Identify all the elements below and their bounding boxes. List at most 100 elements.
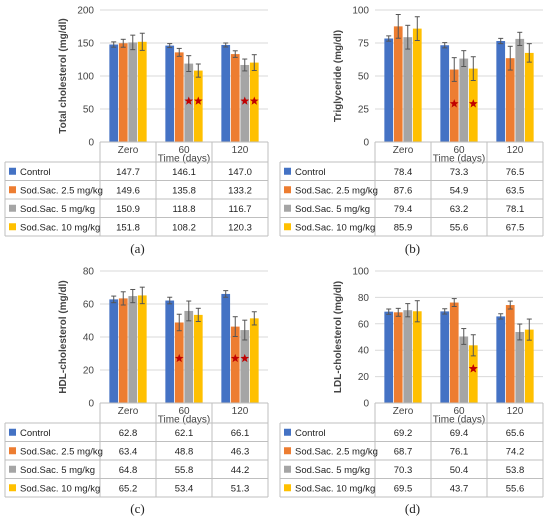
y-tick-label: 80 bbox=[358, 293, 370, 304]
legend-label: Sod.Sac. 2.5 mg/kg bbox=[295, 446, 378, 457]
significance-star-icon bbox=[174, 353, 184, 363]
bar bbox=[137, 295, 147, 403]
y-tick-label: 75 bbox=[358, 39, 370, 50]
bar bbox=[137, 41, 147, 143]
chart-svg: 0 20 40 60 80 100 LDL-cholesterol (mg/dl) Zero 6… bbox=[279, 267, 544, 498]
legend-label: Sod.Sac. 5 mg/kg bbox=[20, 204, 95, 215]
bar bbox=[412, 28, 422, 142]
legend-swatch bbox=[284, 186, 291, 194]
table-cell: 63.5 bbox=[506, 185, 525, 196]
table-cell: 147.7 bbox=[116, 167, 140, 178]
table-cell: 65.2 bbox=[119, 483, 138, 494]
chart-svg: 0 50 100 150 200 Total cholesterol (mg/dl) Zer… bbox=[4, 6, 269, 237]
significance-star-icon bbox=[193, 96, 203, 105]
bar bbox=[240, 64, 250, 142]
significance-star-icon bbox=[449, 99, 459, 108]
legend-swatch bbox=[9, 428, 16, 436]
y-tick-label: 20 bbox=[358, 372, 370, 383]
y-tick-label: 0 bbox=[363, 138, 369, 149]
significance-star-icon bbox=[249, 96, 259, 105]
significance-star-icon bbox=[468, 364, 478, 373]
table-cell: 62.8 bbox=[119, 428, 138, 439]
chart-panel-hdl-cholesterol: 0 20 40 60 80 HDL-cholesterol (mg/dl) Zero 60 12… bbox=[0, 261, 275, 521]
table-cell: 78.1 bbox=[506, 204, 525, 215]
y-tick-label: 60 bbox=[83, 300, 95, 311]
y-tick-label: 0 bbox=[88, 399, 94, 410]
y-tick-label: 50 bbox=[358, 72, 370, 83]
legend-swatch bbox=[9, 484, 16, 492]
bar bbox=[515, 331, 525, 403]
table-cell: 116.7 bbox=[228, 204, 251, 215]
bar bbox=[459, 58, 469, 142]
table-cell: 63.2 bbox=[450, 204, 469, 215]
y-tick-label: 50 bbox=[83, 105, 95, 116]
y-tick-label: 80 bbox=[83, 267, 95, 278]
table-cell: 70.3 bbox=[394, 465, 413, 476]
significance-star-icon bbox=[240, 96, 250, 105]
chart-panel-ldl-cholesterol: 0 20 40 60 80 100 LDL-cholesterol (mg/dl) Zero 6… bbox=[275, 261, 550, 521]
table-cell: 53.4 bbox=[175, 483, 194, 494]
panel-label: (d) bbox=[404, 501, 421, 516]
bar bbox=[412, 311, 422, 403]
bar bbox=[403, 37, 413, 142]
table-cell: 63.4 bbox=[119, 446, 138, 457]
bar bbox=[449, 302, 459, 403]
bar bbox=[221, 293, 231, 403]
table-cell: 74.2 bbox=[506, 446, 525, 457]
bar bbox=[109, 299, 119, 403]
legend-swatch bbox=[9, 465, 16, 473]
y-tick-label: 100 bbox=[77, 72, 94, 83]
x-axis-label: Time (days) bbox=[158, 415, 210, 426]
bar bbox=[496, 316, 506, 403]
y-tick-label: 0 bbox=[88, 138, 94, 149]
bar bbox=[505, 305, 515, 403]
table-cell: 54.9 bbox=[450, 185, 469, 196]
bar bbox=[505, 58, 515, 142]
y-tick-label: 20 bbox=[83, 366, 95, 377]
table-cell: 48.8 bbox=[175, 446, 194, 457]
bar bbox=[524, 329, 534, 403]
legend-label: Control bbox=[295, 167, 326, 178]
table-cell: 150.9 bbox=[116, 204, 140, 215]
x-category-label: Zero bbox=[118, 145, 139, 156]
x-category-label: 120 bbox=[507, 145, 524, 156]
x-category-label: Zero bbox=[393, 145, 414, 156]
significance-star-icon bbox=[184, 96, 194, 105]
table-cell: 85.9 bbox=[394, 222, 413, 233]
legend-swatch bbox=[9, 204, 16, 212]
table-cell: 87.6 bbox=[394, 185, 413, 196]
y-tick-label: 40 bbox=[83, 333, 95, 344]
y-axis-label: LDL-cholesterol (mg/dl) bbox=[333, 281, 344, 393]
x-category-label: 60 bbox=[178, 145, 190, 156]
y-axis-label: Triglyceride (mg/dl) bbox=[333, 30, 344, 122]
x-category-label: Zero bbox=[393, 406, 414, 417]
table-cell: 44.2 bbox=[231, 465, 250, 476]
table-cell: 69.4 bbox=[450, 428, 469, 439]
bar bbox=[174, 322, 184, 403]
panel-label: (b) bbox=[404, 241, 421, 256]
table-cell: 149.6 bbox=[116, 185, 140, 196]
bar bbox=[515, 38, 525, 142]
significance-star-icon bbox=[468, 99, 478, 108]
legend-label: Sod.Sac. 2.5 mg/kg bbox=[20, 446, 103, 457]
panel-label: (c) bbox=[130, 501, 145, 516]
bar bbox=[118, 43, 128, 142]
bar bbox=[459, 336, 469, 403]
table-cell: 55.6 bbox=[450, 222, 469, 233]
table-cell: 78.4 bbox=[394, 167, 413, 178]
bar bbox=[249, 318, 259, 403]
x-category-label: 60 bbox=[453, 145, 465, 156]
legend-swatch bbox=[284, 167, 291, 175]
legend-swatch bbox=[9, 223, 16, 231]
legend-label: Sod.Sac. 5 mg/kg bbox=[295, 204, 370, 215]
table-cell: 64.8 bbox=[119, 465, 138, 476]
y-tick-label: 40 bbox=[358, 346, 370, 357]
chart-panel-total-cholesterol: 0 50 100 150 200 Total cholesterol (mg/dl) Zer… bbox=[0, 0, 275, 261]
legend-swatch bbox=[284, 204, 291, 212]
legend-swatch bbox=[9, 447, 16, 455]
table-cell: 76.1 bbox=[450, 446, 469, 457]
bar bbox=[496, 41, 506, 142]
bar bbox=[449, 69, 459, 142]
bar bbox=[384, 311, 394, 403]
bar bbox=[524, 52, 534, 142]
